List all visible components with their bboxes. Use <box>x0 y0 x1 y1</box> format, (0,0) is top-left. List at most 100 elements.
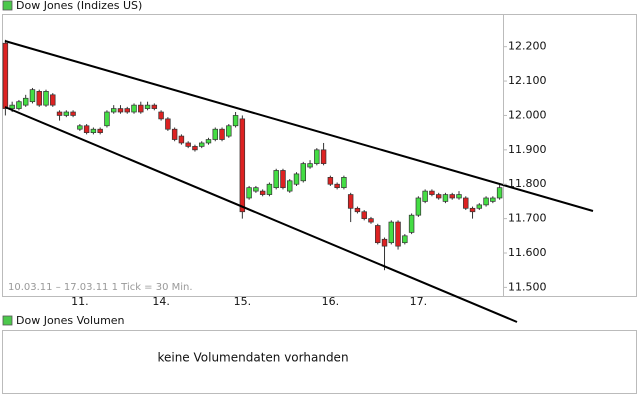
candle-body <box>293 173 300 185</box>
candle-body <box>104 111 110 127</box>
candle-body <box>36 91 42 106</box>
candle-body <box>307 163 313 168</box>
trend-lines <box>4 40 594 323</box>
chart-title: Dow Jones (Indizes US) <box>16 0 142 12</box>
candle-body <box>496 187 503 199</box>
candle-body <box>259 190 266 195</box>
candle-body <box>449 194 455 199</box>
candle-body <box>138 104 144 113</box>
candle-body <box>124 108 130 113</box>
candle-body <box>43 91 49 106</box>
candle-body <box>456 194 462 199</box>
candle-body <box>273 170 279 189</box>
candle-body <box>375 225 381 244</box>
volume-message: keine Volumendaten vorhanden <box>157 351 348 365</box>
candle-body <box>226 125 232 137</box>
x-tick-label: 11. <box>71 295 89 308</box>
candle-body <box>320 149 327 164</box>
candle-body <box>83 125 90 133</box>
candle-body <box>280 170 286 189</box>
candle-body <box>239 118 246 213</box>
time-note: 10.03.11 – 17.03.11 1 Tick = 30 Min. <box>8 282 193 293</box>
volume-frame <box>2 330 637 394</box>
candle-body <box>144 104 151 109</box>
trend-line <box>4 106 518 323</box>
candle-body <box>77 125 83 130</box>
candle-body <box>131 104 137 113</box>
candle-body <box>334 183 340 189</box>
candle-body <box>22 97 29 106</box>
candle-body <box>2 42 9 109</box>
candle-body <box>165 118 171 130</box>
candle-body <box>368 218 374 223</box>
legend-swatch <box>2 0 13 11</box>
candle-body <box>56 111 63 116</box>
candle-body <box>171 128 178 140</box>
y-tick-label: 11.500 <box>508 280 547 293</box>
candle-body <box>16 101 22 109</box>
candle-body <box>50 94 56 106</box>
candle-body <box>469 207 476 213</box>
candle-body <box>63 111 70 116</box>
candle-body <box>402 235 408 244</box>
y-tick-label: 11.600 <box>508 246 547 259</box>
candle-body <box>327 177 334 185</box>
y-tick-label: 12.200 <box>508 40 547 53</box>
candle-body <box>266 183 273 195</box>
candle-body <box>29 89 36 103</box>
candle-body <box>381 238 388 247</box>
y-tick-label: 12.100 <box>508 74 547 87</box>
candle-body <box>361 211 367 219</box>
candle-body <box>117 108 124 113</box>
y-tick-label: 12.000 <box>508 108 547 121</box>
candle-body <box>232 115 239 127</box>
candle-body <box>442 194 449 202</box>
candle-body <box>212 128 218 140</box>
y-tick-label: 11.700 <box>508 212 547 225</box>
candle-body <box>246 187 252 199</box>
candle-body <box>314 149 320 164</box>
x-tick-label: 15. <box>234 295 252 308</box>
candle-body <box>415 197 422 216</box>
x-tick-label: 17. <box>410 295 428 308</box>
candle-body <box>422 190 428 202</box>
x-tick-label: 16. <box>322 295 340 308</box>
candle-body <box>388 221 395 244</box>
candle-body <box>395 221 401 247</box>
y-tick-label: 11.900 <box>508 143 547 156</box>
candle-body <box>151 104 158 109</box>
candle-body <box>219 128 225 140</box>
candle-body <box>192 146 198 151</box>
candle-body <box>300 163 306 182</box>
candle-body <box>178 135 185 144</box>
candle-body <box>408 214 415 233</box>
candle-body <box>435 194 442 199</box>
x-tick-label: 14. <box>152 295 170 308</box>
candle-body <box>199 142 205 147</box>
candle-body <box>158 111 164 120</box>
candle-body <box>490 197 496 202</box>
candle-body <box>70 111 76 116</box>
candle-body <box>110 108 117 113</box>
trend-line <box>4 40 594 212</box>
candle-body <box>90 128 97 133</box>
candle-body <box>463 197 469 209</box>
candle-body <box>287 180 293 192</box>
candle-body <box>429 190 435 195</box>
candle-body <box>253 187 259 192</box>
candle-body <box>483 197 489 206</box>
volume-title: Dow Jones Volumen <box>16 314 125 327</box>
candle-body <box>205 139 212 144</box>
legend-swatch <box>2 315 13 326</box>
candle-body <box>476 204 483 209</box>
candle-body <box>354 207 361 213</box>
candle-body <box>185 142 191 147</box>
candle-body <box>347 194 354 209</box>
candle-body <box>9 104 15 109</box>
candle-body <box>341 177 347 189</box>
y-tick-label: 11.800 <box>508 177 547 190</box>
plot-frame <box>2 14 637 297</box>
candle-body <box>97 128 103 133</box>
